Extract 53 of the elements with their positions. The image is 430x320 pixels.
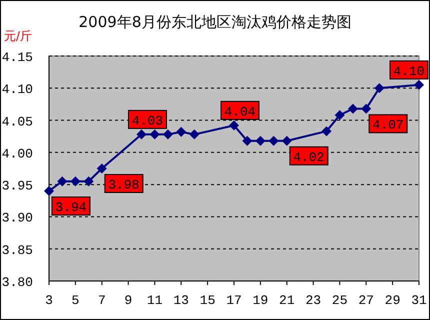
x-tick-label: 21 bbox=[279, 293, 295, 308]
point bbox=[44, 186, 54, 196]
x-tick-label: 3 bbox=[45, 293, 53, 308]
x-tick-label: 11 bbox=[146, 293, 163, 308]
point bbox=[361, 104, 372, 114]
point bbox=[282, 136, 292, 146]
y-tick-label: 4.10 bbox=[2, 82, 33, 98]
x-tick-label: 5 bbox=[72, 293, 80, 308]
x-tick-label: 25 bbox=[332, 293, 348, 308]
data-label: 4.07 bbox=[372, 118, 404, 133]
y-tick-label: 3.85 bbox=[2, 242, 33, 258]
x-tick-label: 27 bbox=[358, 293, 374, 308]
point bbox=[255, 136, 266, 146]
point bbox=[150, 129, 160, 140]
y-tick-label: 4.00 bbox=[2, 146, 33, 162]
x-tick-label: 17 bbox=[226, 293, 242, 308]
point bbox=[334, 110, 345, 120]
y-tick-label: 4.15 bbox=[2, 50, 33, 65]
point bbox=[242, 136, 252, 146]
data-label: 4.03 bbox=[132, 113, 164, 128]
y-axis-title: 元/斤 bbox=[4, 29, 32, 43]
data-label: 4.04 bbox=[224, 104, 256, 120]
y-tick-label: 3.80 bbox=[2, 275, 33, 290]
point bbox=[268, 136, 279, 146]
x-tick-label: 29 bbox=[384, 293, 400, 308]
point bbox=[70, 176, 80, 186]
x-tick-label: 13 bbox=[173, 293, 189, 308]
point bbox=[162, 129, 173, 140]
data-label: 4.02 bbox=[293, 150, 324, 165]
data-label: 3.98 bbox=[108, 178, 140, 192]
point bbox=[414, 80, 424, 90]
point bbox=[322, 126, 332, 136]
data-label: 4.10 bbox=[393, 64, 425, 79]
point bbox=[57, 176, 68, 186]
point bbox=[136, 129, 146, 140]
point bbox=[348, 104, 358, 114]
point bbox=[176, 126, 186, 137]
y-tick-label: 3.90 bbox=[2, 210, 33, 226]
data-label: 3.94 bbox=[55, 200, 87, 215]
x-tick-label: 23 bbox=[305, 293, 322, 308]
x-tick-label: 31 bbox=[411, 293, 427, 308]
point bbox=[84, 176, 94, 186]
chart-title: 2009年8月份东北地区淘汰鸡价格走势图 bbox=[78, 13, 352, 31]
point bbox=[189, 129, 200, 140]
point bbox=[229, 120, 239, 130]
point bbox=[374, 83, 384, 94]
x-tick-label: 9 bbox=[124, 293, 132, 308]
point bbox=[96, 164, 107, 174]
y-tick-label: 3.95 bbox=[2, 178, 33, 194]
x-tick-label: 15 bbox=[200, 293, 216, 308]
x-tick-label: 19 bbox=[252, 293, 268, 308]
x-tick-label: 7 bbox=[98, 293, 106, 308]
y-tick-label: 4.05 bbox=[2, 114, 33, 130]
